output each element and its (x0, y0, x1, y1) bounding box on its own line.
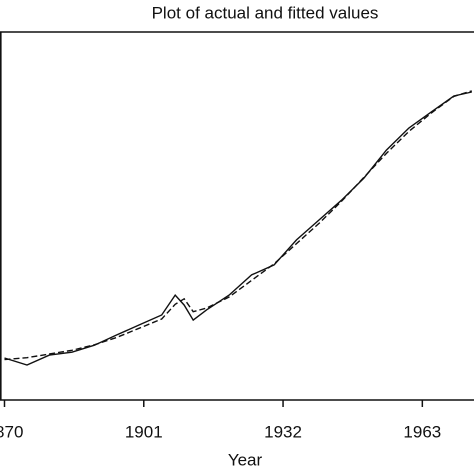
x-tick-label: 1932 (264, 422, 302, 441)
series-line (4, 91, 472, 366)
plot-frame (0, 31, 474, 401)
x-tick-label: 1870 (0, 422, 23, 441)
series-line (4, 90, 473, 361)
x-axis-label: Year (228, 450, 263, 469)
x-tick-label: 1901 (125, 422, 163, 441)
chart-title: Plot of actual and fitted values (152, 3, 379, 22)
x-tick-label: 1963 (403, 422, 441, 441)
